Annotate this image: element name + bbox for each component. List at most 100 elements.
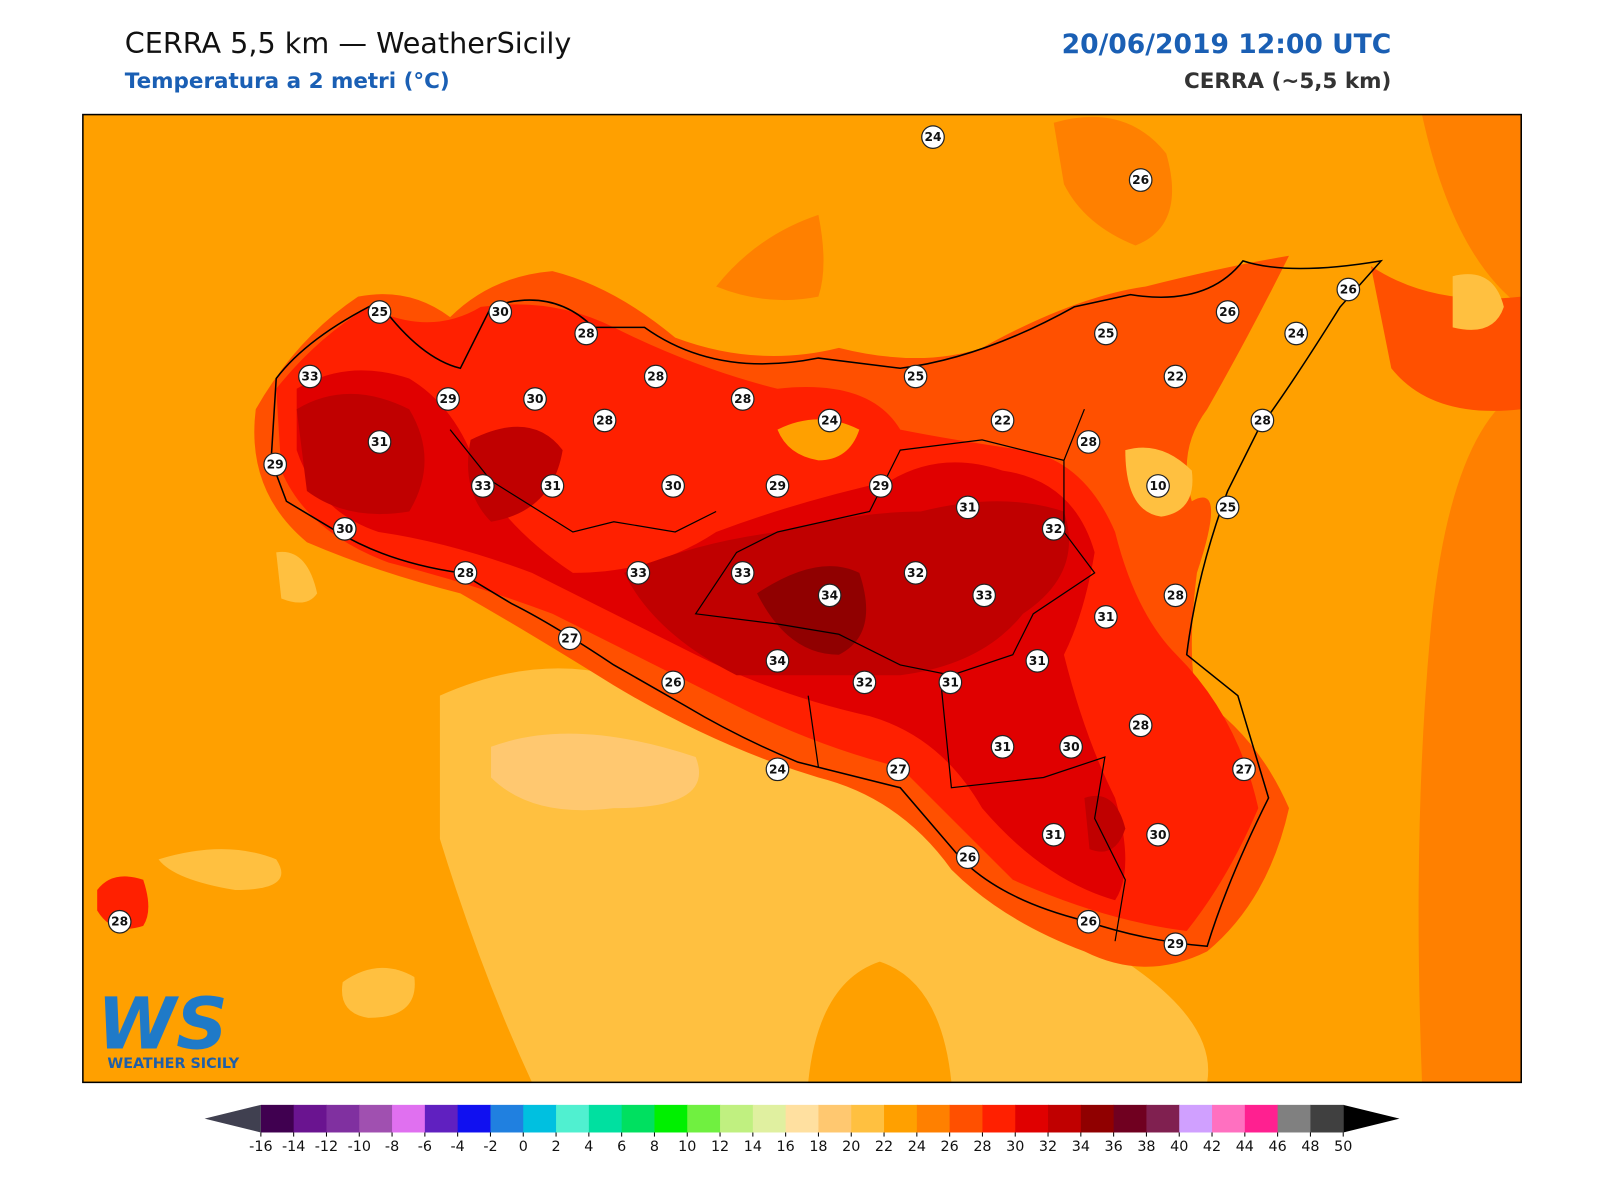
logo-mark: WS (97, 983, 228, 1066)
logo-name: WEATHER SICILY (107, 1056, 239, 1072)
station-value: 30 (526, 392, 543, 406)
station: 25 (367, 300, 392, 324)
title: CERRA 5,5 km — WeatherSicily (125, 26, 572, 60)
station-marker (1128, 168, 1153, 192)
station-value: 25 (371, 305, 388, 319)
station-value: 33 (976, 588, 993, 602)
station: 30 (488, 300, 513, 324)
colorbar-under (204, 1104, 261, 1133)
station-value: 29 (769, 479, 786, 493)
colorbar-swatch (1080, 1104, 1115, 1133)
station-value: 28 (111, 915, 128, 929)
station-value: 28 (457, 566, 474, 580)
cool-zone (158, 849, 282, 891)
colorbar-tick-label: 44 (1236, 1139, 1254, 1155)
station: 34 (817, 583, 842, 608)
station-value: 28 (1254, 413, 1271, 427)
station: 28 (1163, 583, 1188, 608)
station-marker (1284, 321, 1309, 346)
colorbar-swatch (326, 1104, 360, 1133)
station-marker (1128, 713, 1153, 738)
station-value: 31 (1029, 654, 1046, 668)
station-value: 26 (1080, 915, 1097, 929)
colorbar-tick-label: 46 (1269, 1139, 1287, 1155)
station-marker (1146, 822, 1170, 847)
station-value: 27 (561, 631, 578, 645)
station-value: 32 (1045, 522, 1062, 536)
station-marker (765, 474, 790, 498)
station-value: 26 (665, 675, 682, 689)
stations: 24 26 25 30 28 26 26 25 24 33 29 30 28 28 25 22 28 24 22 28… (107, 125, 1361, 957)
colorbar-swatch (654, 1104, 688, 1133)
station-value: 28 (1132, 718, 1149, 732)
colorbar-swatch (1113, 1104, 1147, 1133)
station: 31 (367, 430, 392, 454)
station-marker (1076, 909, 1101, 934)
station-marker (1250, 408, 1275, 433)
station-value: 32 (856, 675, 873, 689)
colorbar-swatch (884, 1104, 918, 1133)
cool-zone (341, 967, 415, 1018)
station: 24 (765, 757, 790, 782)
station-value: 31 (371, 435, 388, 449)
station-value: 26 (1340, 283, 1357, 297)
station-marker (1076, 430, 1101, 454)
station-marker (1163, 583, 1188, 608)
coastline (270, 259, 1384, 948)
station-value: 30 (1063, 740, 1080, 754)
station-value: 33 (301, 369, 318, 383)
station: 29 (868, 474, 893, 498)
station: 33 (470, 474, 495, 498)
warm-zone (1053, 116, 1173, 246)
station-value: 28 (734, 392, 751, 406)
station-value: 28 (1080, 435, 1097, 449)
station: 30 (523, 387, 547, 411)
colorbar-swatch (588, 1104, 623, 1133)
colorbar-swatch (424, 1104, 459, 1133)
station: 29 (1163, 932, 1188, 957)
station-marker (453, 561, 478, 585)
station: 30 (661, 474, 686, 498)
station-marker (903, 561, 928, 585)
model-label: CERRA (~5,5 km) (1184, 69, 1391, 94)
hot-zone (1084, 795, 1126, 852)
cool-zone (491, 733, 700, 811)
colorbar-tick-label: 48 (1301, 1139, 1319, 1155)
station-value: 33 (734, 566, 751, 580)
station-marker (1215, 495, 1240, 520)
colorbar-swatch (457, 1104, 491, 1133)
station: 33 (626, 561, 651, 585)
station-value: 28 (596, 413, 613, 427)
station-value: 24 (924, 130, 941, 144)
station-marker (643, 364, 668, 389)
station-marker (955, 845, 980, 870)
station-marker (1146, 474, 1170, 498)
station-value: 31 (959, 500, 976, 514)
station-marker (661, 474, 686, 498)
colorbar-swatch (490, 1104, 524, 1133)
map: WS WEATHER SICILY 24 26 25 30 28 26 26 25 24 33 29… (82, 113, 1522, 1084)
station-marker (903, 364, 928, 389)
colorbar-tick-label: -12 (315, 1139, 338, 1155)
station: 25 (903, 364, 928, 389)
station: 29 (436, 387, 460, 411)
colorbar-swatch (982, 1104, 1016, 1133)
station: 31 (1025, 649, 1050, 673)
station-value: 29 (1167, 937, 1184, 951)
station: 27 (886, 757, 911, 782)
station: 31 (1094, 605, 1118, 629)
station: 33 (730, 561, 755, 585)
colorbar-tick-label: 50 (1334, 1139, 1352, 1155)
station-marker (938, 670, 963, 695)
colorbar-tick-label: 8 (650, 1139, 659, 1155)
station: 29 (765, 474, 790, 498)
station: 10 (1146, 474, 1170, 498)
colorbar-swatch (1179, 1104, 1213, 1133)
station: 26 (1076, 909, 1101, 934)
station-marker (540, 474, 565, 498)
colorbar-tick-label: -4 (451, 1139, 465, 1155)
colorbar-tick-label: 26 (941, 1139, 959, 1155)
station-value: 22 (994, 413, 1011, 427)
station: 25 (1215, 495, 1240, 520)
